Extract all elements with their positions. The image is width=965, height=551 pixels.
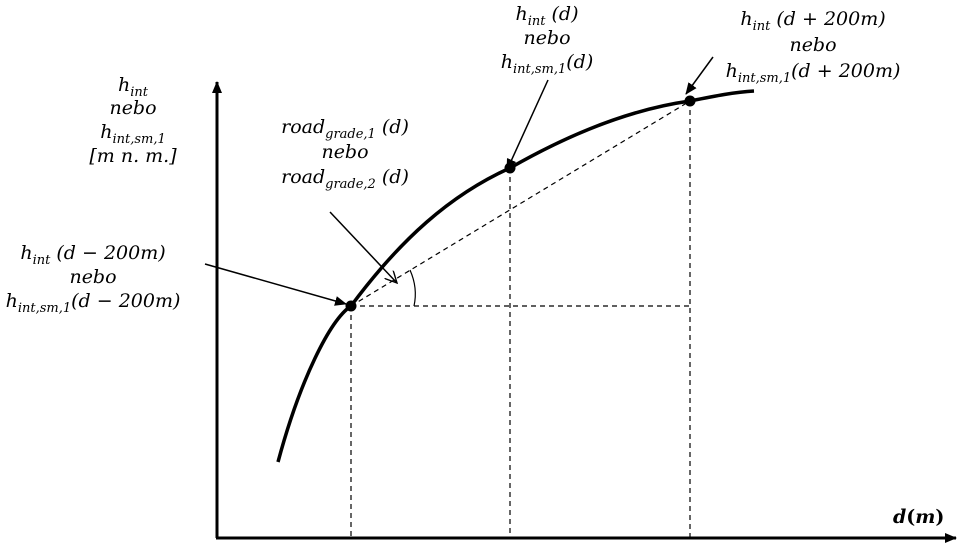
svg-text:nebo: nebo <box>109 97 156 119</box>
svg-text:roadgrade,1 (d): roadgrade,1 (d) <box>281 116 409 142</box>
annotation-point-left: hint (d − 200m) nebo hint,sm,1(d − 200m) <box>6 242 181 316</box>
annotation-point-mid: hint (d) nebo hint,sm,1(d) <box>501 3 594 77</box>
x-axis-label: d(m) <box>893 506 944 528</box>
svg-text:nebo: nebo <box>69 266 116 288</box>
secant-line <box>350 100 691 307</box>
svg-text:hint (d): hint (d) <box>515 3 578 29</box>
arrow-point-left <box>204 263 347 306</box>
svg-text:hint,sm,1(d): hint,sm,1(d) <box>501 51 594 77</box>
arrow-grade <box>329 211 397 283</box>
svg-text:hint (d + 200m): hint (d + 200m) <box>740 8 885 34</box>
grade-angle-arc <box>409 269 416 307</box>
svg-text:hint (d − 200m): hint (d − 200m) <box>20 242 165 268</box>
arrow-point-mid <box>506 79 549 171</box>
y-axis-label: hint nebo hint,sm,1 [m n. m.] <box>89 74 177 167</box>
annotation-point-right: hint (d + 200m) nebo hint,sm,1(d + 200m) <box>726 8 901 86</box>
svg-text:hint,sm,1: hint,sm,1 <box>100 121 166 147</box>
point-right-marker <box>684 95 696 107</box>
annotation-grade: roadgrade,1 (d) nebo roadgrade,2 (d) <box>281 116 409 192</box>
arrow-point-right <box>685 56 714 95</box>
svg-text:roadgrade,2 (d): roadgrade,2 (d) <box>281 166 409 192</box>
svg-text:hint: hint <box>118 74 149 100</box>
svg-text:[m n. m.]: [m n. m.] <box>89 145 177 167</box>
svg-text:hint,sm,1(d − 200m): hint,sm,1(d − 200m) <box>6 290 181 316</box>
svg-text:nebo: nebo <box>523 27 570 49</box>
svg-text:hint,sm,1(d + 200m): hint,sm,1(d + 200m) <box>726 60 901 86</box>
svg-text:nebo: nebo <box>789 34 836 56</box>
svg-text:nebo: nebo <box>321 141 368 163</box>
point-left-marker <box>345 300 357 312</box>
